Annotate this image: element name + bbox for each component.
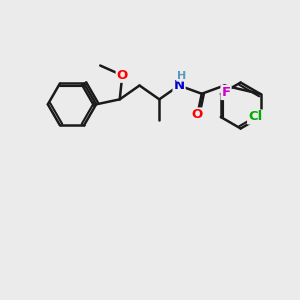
Text: Cl: Cl — [248, 110, 262, 124]
Text: N: N — [173, 79, 184, 92]
Text: H: H — [177, 71, 186, 81]
Text: O: O — [192, 109, 203, 122]
Text: F: F — [221, 86, 231, 99]
Text: O: O — [117, 69, 128, 82]
